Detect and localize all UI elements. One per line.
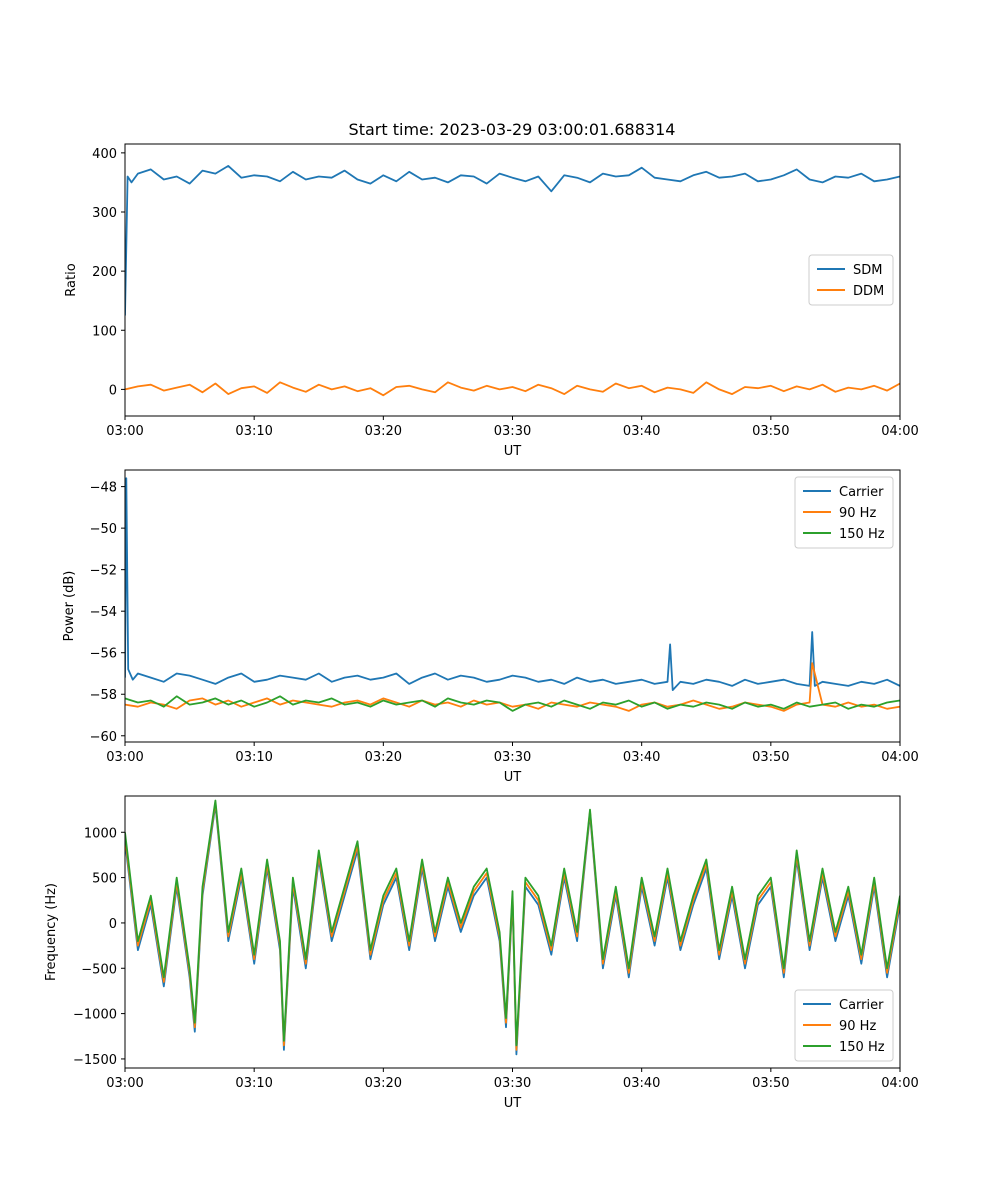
chart-panel-2: 03:00 03:10 03:20 03:30 03:40 03:50 04:00 −60 −5… [62,469,919,785]
y-tick-label: −58 [90,688,117,703]
legend-box [794,476,894,549]
y-tick-label: 100 [92,324,117,339]
series-line-150-hz [125,695,900,712]
y-tick-label: −1500 [73,1053,117,1068]
legend-label: DDM [853,284,884,299]
axes-frame [124,143,901,417]
chart-panel-1: 03:00 03:10 03:20 03:30 03:40 03:50 04:00 0 100 2… [64,143,919,459]
y-tick-label: −500 [81,962,117,977]
x-tick-label: 03:00 [106,424,143,439]
x-tick-label: 03:30 [494,1076,531,1091]
y-tick-label: −54 [90,605,117,620]
y-axis-label: Frequency (Hz) [44,883,59,981]
x-axis-label: UT [504,1096,522,1111]
x-axis-label: UT [504,770,522,785]
x-tick-label: 03:10 [235,1076,272,1091]
y-tick-label: −48 [90,481,117,496]
legend-box [794,989,894,1062]
x-tick-label: 04:00 [881,1076,918,1091]
y-tick-label: 0 [109,383,117,398]
chart-panels: 03:00 03:10 03:20 03:30 03:40 03:50 04:00 0 100 2… [44,143,919,1111]
legend-label: Carrier [839,485,884,500]
legend-label: 150 Hz [839,1040,885,1055]
legend-label: SDM [853,263,882,278]
x-tick-label: 03:20 [365,424,402,439]
legend-label: 150 Hz [839,527,885,542]
y-tick-label: −1000 [73,1008,117,1023]
legend-box [808,254,894,306]
y-tick-label: 0 [109,917,117,932]
legend: Carrier 90 Hz 150 Hz [794,989,894,1062]
y-tick-label: 500 [92,872,117,887]
figure-title: Start time: 2023-03-29 03:00:01.688314 [349,120,676,139]
chart-panel-3: 03:00 03:10 03:20 03:30 03:40 03:50 04:00 −1500… [44,795,919,1111]
x-tick-label: 03:10 [235,750,272,765]
x-tick-label: 04:00 [881,750,918,765]
x-tick-label: 04:00 [881,424,918,439]
series-line-carrier [125,477,900,691]
x-tick-label: 03:20 [365,750,402,765]
x-tick-label: 03:30 [494,424,531,439]
series-line-90-hz [125,662,900,712]
y-tick-label: 200 [92,265,117,280]
x-tick-label: 03:00 [106,750,143,765]
x-tick-label: 03:10 [235,424,272,439]
x-tick-label: 03:40 [623,1076,660,1091]
y-tick-label: −60 [90,730,117,745]
legend-label: Carrier [839,998,884,1013]
series-line-sdm [125,164,900,316]
series-lines [125,799,900,1056]
legend: SDM DDM [808,254,894,306]
legend: Carrier 90 Hz 150 Hz [794,476,894,549]
series-lines [125,164,900,397]
x-tick-label: 03:40 [623,750,660,765]
x-tick-label: 03:20 [365,1076,402,1091]
x-tick-label: 03:40 [623,424,660,439]
legend-label: 90 Hz [839,1019,876,1034]
x-tick-label: 03:30 [494,750,531,765]
y-tick-label: 300 [92,206,117,221]
y-tick-label: 1000 [84,826,117,841]
x-tick-label: 03:50 [752,424,789,439]
x-tick-label: 03:00 [106,1076,143,1091]
x-axis-label: UT [504,444,522,459]
y-tick-label: −52 [90,564,117,579]
y-tick-label: −56 [90,647,117,662]
y-axis-label: Power (dB) [62,571,77,642]
x-tick-label: 03:50 [752,750,789,765]
series-line-150-hz [125,799,900,1047]
y-tick-label: −50 [90,522,117,537]
legend-label: 90 Hz [839,506,876,521]
x-tick-label: 03:50 [752,1076,789,1091]
series-lines [125,477,900,712]
y-tick-label: 400 [92,147,117,162]
y-axis-label: Ratio [64,263,79,296]
series-line-ddm [125,381,900,397]
